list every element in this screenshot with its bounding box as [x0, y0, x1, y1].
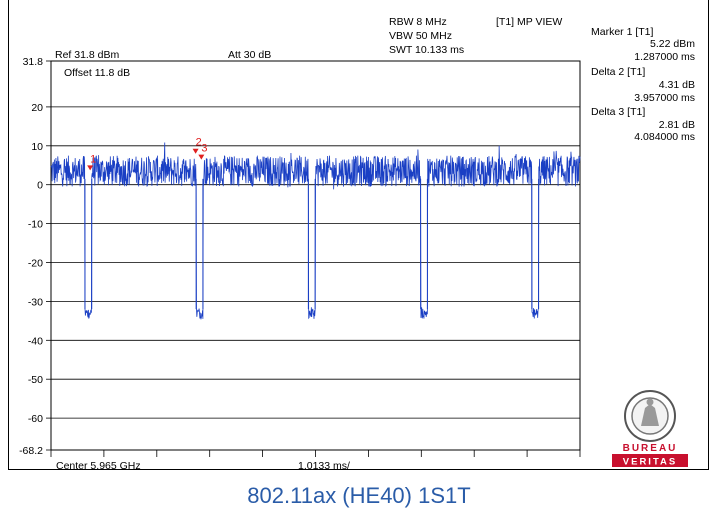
y-tick-label: 10 [31, 141, 43, 153]
logo-text-bottom: VERITAS [623, 457, 677, 468]
y-tick-label: -60 [28, 413, 43, 425]
chart-grid [46, 60, 581, 451]
bureau-veritas-logo: BUREAU VERITAS [612, 390, 688, 468]
ref-level-label: Ref 31.8 dBm [55, 49, 120, 61]
marker-1-label: 1 [90, 153, 96, 165]
logo-text-top: BUREAU [623, 443, 678, 454]
marker-3-label: 3 [201, 143, 207, 155]
delta3-label: Delta 3 [T1] [591, 106, 646, 118]
time-per-division-label: 1.0133 ms/ [298, 460, 350, 472]
center-frequency-label: Center 5.965 GHz [56, 460, 141, 472]
gap-traces [84, 178, 540, 310]
y-tick-label: -10 [28, 219, 43, 231]
delta2-label: Delta 2 [T1] [591, 66, 646, 78]
y-tick-label: 31.8 [23, 56, 44, 68]
seal-head-icon [646, 398, 654, 406]
attenuation-label: Att 30 dB [228, 49, 272, 61]
marker1-level: 5.22 dBm [650, 38, 695, 50]
marker-1-icon [87, 165, 94, 171]
marker-2-icon [192, 148, 199, 154]
marker1-time: 1.287000 ms [634, 51, 695, 63]
delta2-level: 4.31 dB [658, 79, 695, 91]
y-tick-label: -50 [28, 374, 43, 386]
caption: 802.11ax (HE40) 1S1T [247, 483, 471, 508]
y-tick-label: -20 [28, 258, 43, 270]
view-label: [T1] MP VIEW [496, 16, 563, 28]
y-tick-label: -30 [28, 296, 43, 308]
delta2-time: 3.957000 ms [634, 92, 695, 104]
x-ticks [50, 450, 581, 457]
analyzer-frame [8, 0, 709, 470]
swt-label: SWT 10.133 ms [389, 44, 465, 56]
vbw-label: VBW 50 MHz [389, 30, 453, 42]
offset-label: Offset 11.8 dB [64, 67, 131, 79]
y-tick-label: -68.2 [19, 445, 43, 457]
marker-3-icon [198, 154, 205, 160]
seal-figure-icon [641, 404, 659, 426]
y-tick-label: 0 [37, 180, 43, 192]
marker-2-label: 2 [196, 137, 202, 149]
delta3-time: 4.084000 ms [634, 131, 695, 143]
delta3-level: 2.81 dB [658, 119, 695, 131]
y-tick-label: -40 [28, 335, 43, 347]
marker1-label: Marker 1 [T1] [591, 26, 654, 38]
logo-red-bar [612, 454, 688, 467]
marker-labels: 1 2 3 [87, 137, 207, 171]
y-tick-label: 20 [31, 102, 43, 114]
y-tick-labels: 31.8 20 10 0 -10 -20 -30 -40 -50 -60 -68.2 [19, 56, 43, 457]
rbw-label: RBW 8 MHz [389, 16, 447, 28]
